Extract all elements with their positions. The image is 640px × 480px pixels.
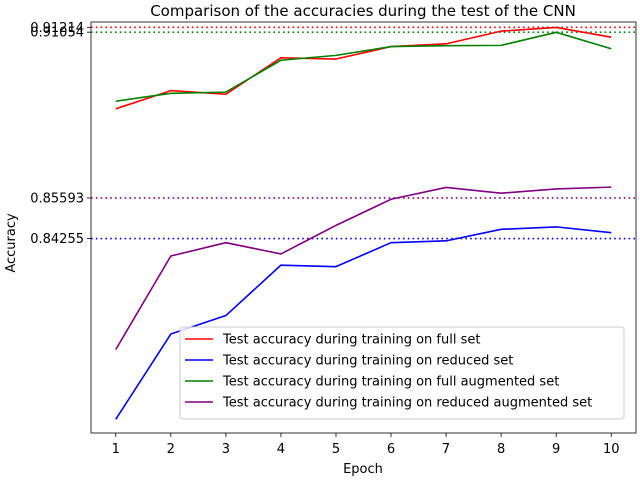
y-tick-label: 0.91054 [30, 26, 84, 41]
legend-entry-label: Test accuracy during training on reduced… [222, 396, 592, 411]
x-tick-label: 7 [442, 442, 450, 457]
y-axis-label: Accuracy [4, 213, 19, 273]
series-line [115, 186, 612, 350]
y-tick-label: 0.85593 [30, 191, 84, 206]
x-tick-label: 10 [603, 442, 620, 457]
legend-entry-label: Test accuracy during training on full au… [222, 375, 559, 390]
y-tick-label: 0.91214 [30, 21, 84, 36]
x-tick-label: 6 [387, 442, 395, 457]
x-tick-label: 5 [332, 442, 340, 457]
series-line [115, 226, 612, 420]
series-line [115, 31, 612, 103]
x-tick-label: 2 [167, 442, 175, 457]
x-tick-label: 1 [112, 442, 120, 457]
x-tick-label: 4 [277, 442, 285, 457]
x-tick-label: 3 [222, 442, 230, 457]
y-tick-label: 0.84255 [30, 232, 84, 247]
x-tick-label: 9 [552, 442, 560, 457]
x-tick-label: 8 [497, 442, 505, 457]
series-line [115, 26, 612, 110]
legend-entry-label: Test accuracy during training on reduced… [222, 354, 513, 369]
x-axis-label: Epoch [343, 462, 383, 477]
legend-box [179, 326, 625, 420]
plot-frame [90, 21, 637, 434]
legend: Test accuracy during training on full se… [179, 326, 625, 420]
legend-entry-label: Test accuracy during training on full se… [222, 333, 480, 348]
chart-title: Comparison of the accuracies during the … [150, 2, 576, 20]
